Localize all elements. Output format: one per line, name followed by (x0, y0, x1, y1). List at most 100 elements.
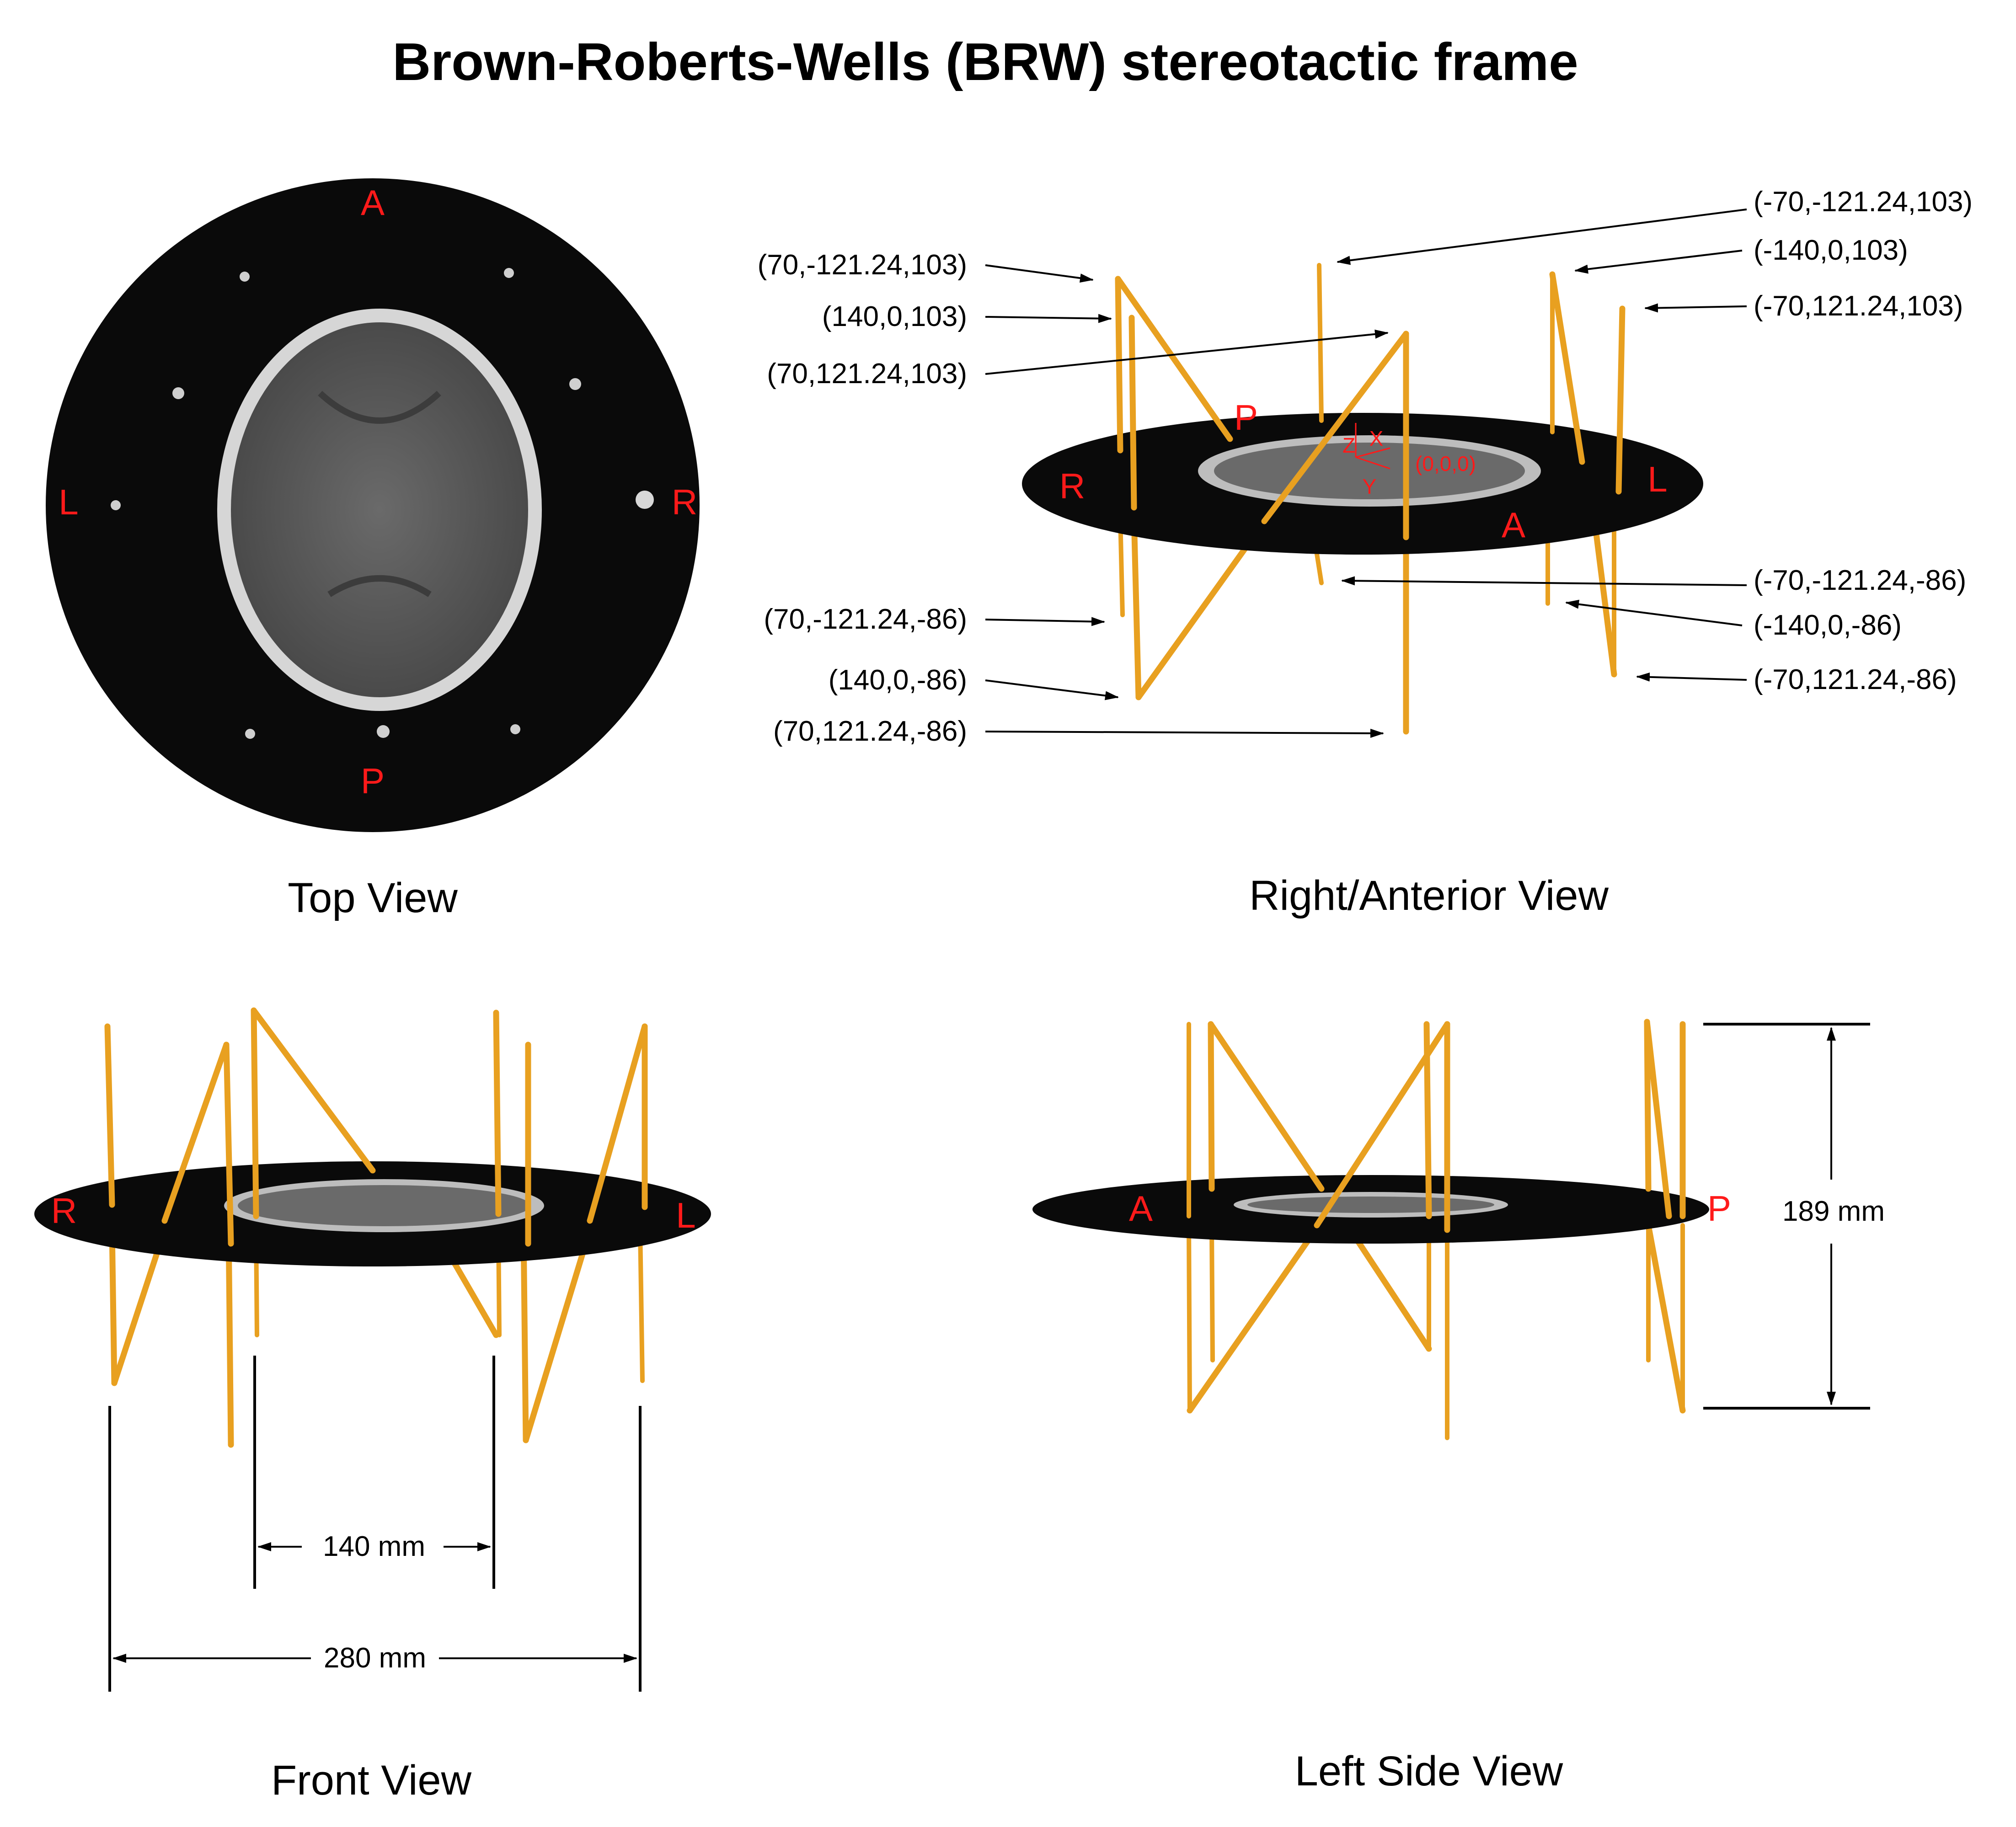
coord-label: (70,-121.24,-86) (764, 604, 967, 635)
coord-label: (70,121.24,-86) (773, 716, 967, 747)
right-anterior-label-anterior: A (1502, 505, 1525, 545)
top-view-label-left: L (59, 482, 78, 522)
dimension-label-inner: 140 mm (323, 1531, 425, 1562)
rod-lower (109, 1227, 118, 1386)
rod-upper (223, 1042, 234, 1247)
coord-label: (140,0,103) (822, 301, 967, 332)
left-side-view: A P 189 mm Left Side View (1032, 1019, 1885, 1795)
leader-line (985, 329, 1389, 375)
left-side-caption: Left Side View (1295, 1748, 1563, 1795)
rod-lower-diagonal (1645, 1222, 1686, 1414)
dimension-label-outer: 280 mm (324, 1642, 426, 1674)
rod-lower-diagonal (1350, 1231, 1432, 1352)
rod-upper (1317, 263, 1324, 423)
rod-lower (1131, 513, 1142, 700)
rod-lower (520, 1227, 529, 1443)
left-side-brain (1247, 1197, 1494, 1213)
rod-upper-diagonal (1549, 271, 1585, 465)
leader-line (1337, 208, 1747, 265)
top-view-fiducial-dot (377, 725, 390, 738)
coord-label: (-70,121.24,-86) (1754, 664, 1957, 695)
coord-label: (-140,0,103) (1754, 235, 1908, 266)
leader-line (985, 679, 1119, 700)
rod-upper-diagonal (1115, 276, 1233, 442)
top-view-label-anterior: A (361, 182, 385, 223)
top-view-brain (231, 322, 528, 697)
dimension-label-height: 189 mm (1782, 1196, 1885, 1227)
axis-label-y: Y (1363, 475, 1377, 498)
leader-line (1636, 672, 1747, 682)
leader-line (1644, 303, 1747, 313)
coord-label: (70,-121.24,103) (758, 249, 967, 281)
rod-upper-diagonal (1261, 331, 1409, 524)
coordinate-axes (1355, 423, 1390, 470)
rod-lower (225, 1227, 234, 1448)
rod-upper-diagonal (251, 1007, 376, 1174)
coord-label: (-70,-121.24,-86) (1754, 565, 1966, 596)
coord-label: (-140,0,-86) (1754, 609, 1902, 641)
rod-upper (1115, 276, 1123, 454)
rod-upper-diagonal (161, 1042, 230, 1224)
top-view-fiducial-dot (245, 729, 255, 739)
rod-lower-diagonal (111, 1227, 168, 1386)
rod-upper-diagonal (1644, 1019, 1672, 1219)
top-view-label-right: R (672, 482, 697, 522)
top-view-fiducial-dot (636, 491, 654, 509)
top-view-fiducial-dot (111, 500, 121, 510)
front-view: R L 140 mm 280 mm Front View (34, 1007, 711, 1804)
front-view-label-left: L (676, 1195, 695, 1235)
top-view-ventricle-posterior (327, 575, 432, 597)
rod-lower (1187, 1223, 1192, 1413)
right-anterior-caption: Right/Anterior View (1249, 872, 1609, 919)
top-view: A L R P Top View (46, 178, 700, 921)
top-view-caption: Top View (288, 875, 458, 921)
top-view-fiducial-dot (240, 272, 250, 282)
top-view-fiducial-dot (569, 378, 581, 390)
leader-line (985, 264, 1094, 283)
coord-label: (-70,121.24,103) (1754, 290, 1963, 322)
coord-label: (70,121.24,103) (767, 358, 967, 390)
right-anterior-label-left: L (1647, 459, 1667, 499)
rod-upper-diagonal (1208, 1021, 1325, 1192)
front-view-brain (238, 1185, 530, 1226)
rod-lower-diagonal (523, 1227, 593, 1443)
top-view-fiducial-dot (510, 724, 520, 734)
right-anterior-label-right: R (1059, 466, 1085, 506)
rod-lower (1209, 1223, 1215, 1362)
rod-lower-diagonal (1187, 1231, 1315, 1414)
rod-lower (638, 1228, 645, 1383)
left-side-label-anterior: A (1129, 1188, 1153, 1229)
leader-line (985, 314, 1112, 323)
axis-label-z: Z (1342, 433, 1355, 457)
front-view-caption: Front View (271, 1757, 472, 1804)
axis-label-origin: (0,0,0) (1415, 452, 1476, 475)
rod-upper (104, 1023, 115, 1208)
figure-title: Brown-Roberts-Wells (BRW) stereotactic f… (392, 32, 1578, 91)
leader-line (985, 728, 1384, 738)
rod-upper (493, 1010, 502, 1217)
front-view-label-right: R (51, 1191, 77, 1231)
rod-lower (1593, 527, 1617, 678)
right-anterior-view: R P A L Z X Y (0,0,0) (70,-121.24,103) (… (758, 186, 1973, 919)
rod-upper-diagonal (1314, 1021, 1450, 1229)
leader-line (985, 617, 1105, 626)
right-anterior-label-posterior: P (1234, 397, 1258, 438)
top-view-fiducial-dot (172, 387, 184, 399)
rod-upper-diagonal (587, 1023, 648, 1224)
coord-label: (140,0,-86) (829, 664, 967, 696)
top-view-fiducial-dot (504, 268, 514, 278)
leader-line (1574, 250, 1743, 274)
rod-upper (1615, 305, 1626, 495)
rod-lower-diagonal (1135, 541, 1251, 700)
leader-line (1565, 599, 1743, 626)
rod-upper (251, 1007, 259, 1219)
leader-line (1341, 576, 1747, 586)
coord-label: (-70,-121.24,103) (1754, 186, 1973, 218)
top-view-ventricle (318, 390, 441, 424)
rod-upper (1208, 1021, 1215, 1192)
rod-upper (1128, 315, 1137, 511)
axis-label-x: X (1369, 427, 1384, 450)
left-side-label-posterior: P (1707, 1188, 1731, 1229)
